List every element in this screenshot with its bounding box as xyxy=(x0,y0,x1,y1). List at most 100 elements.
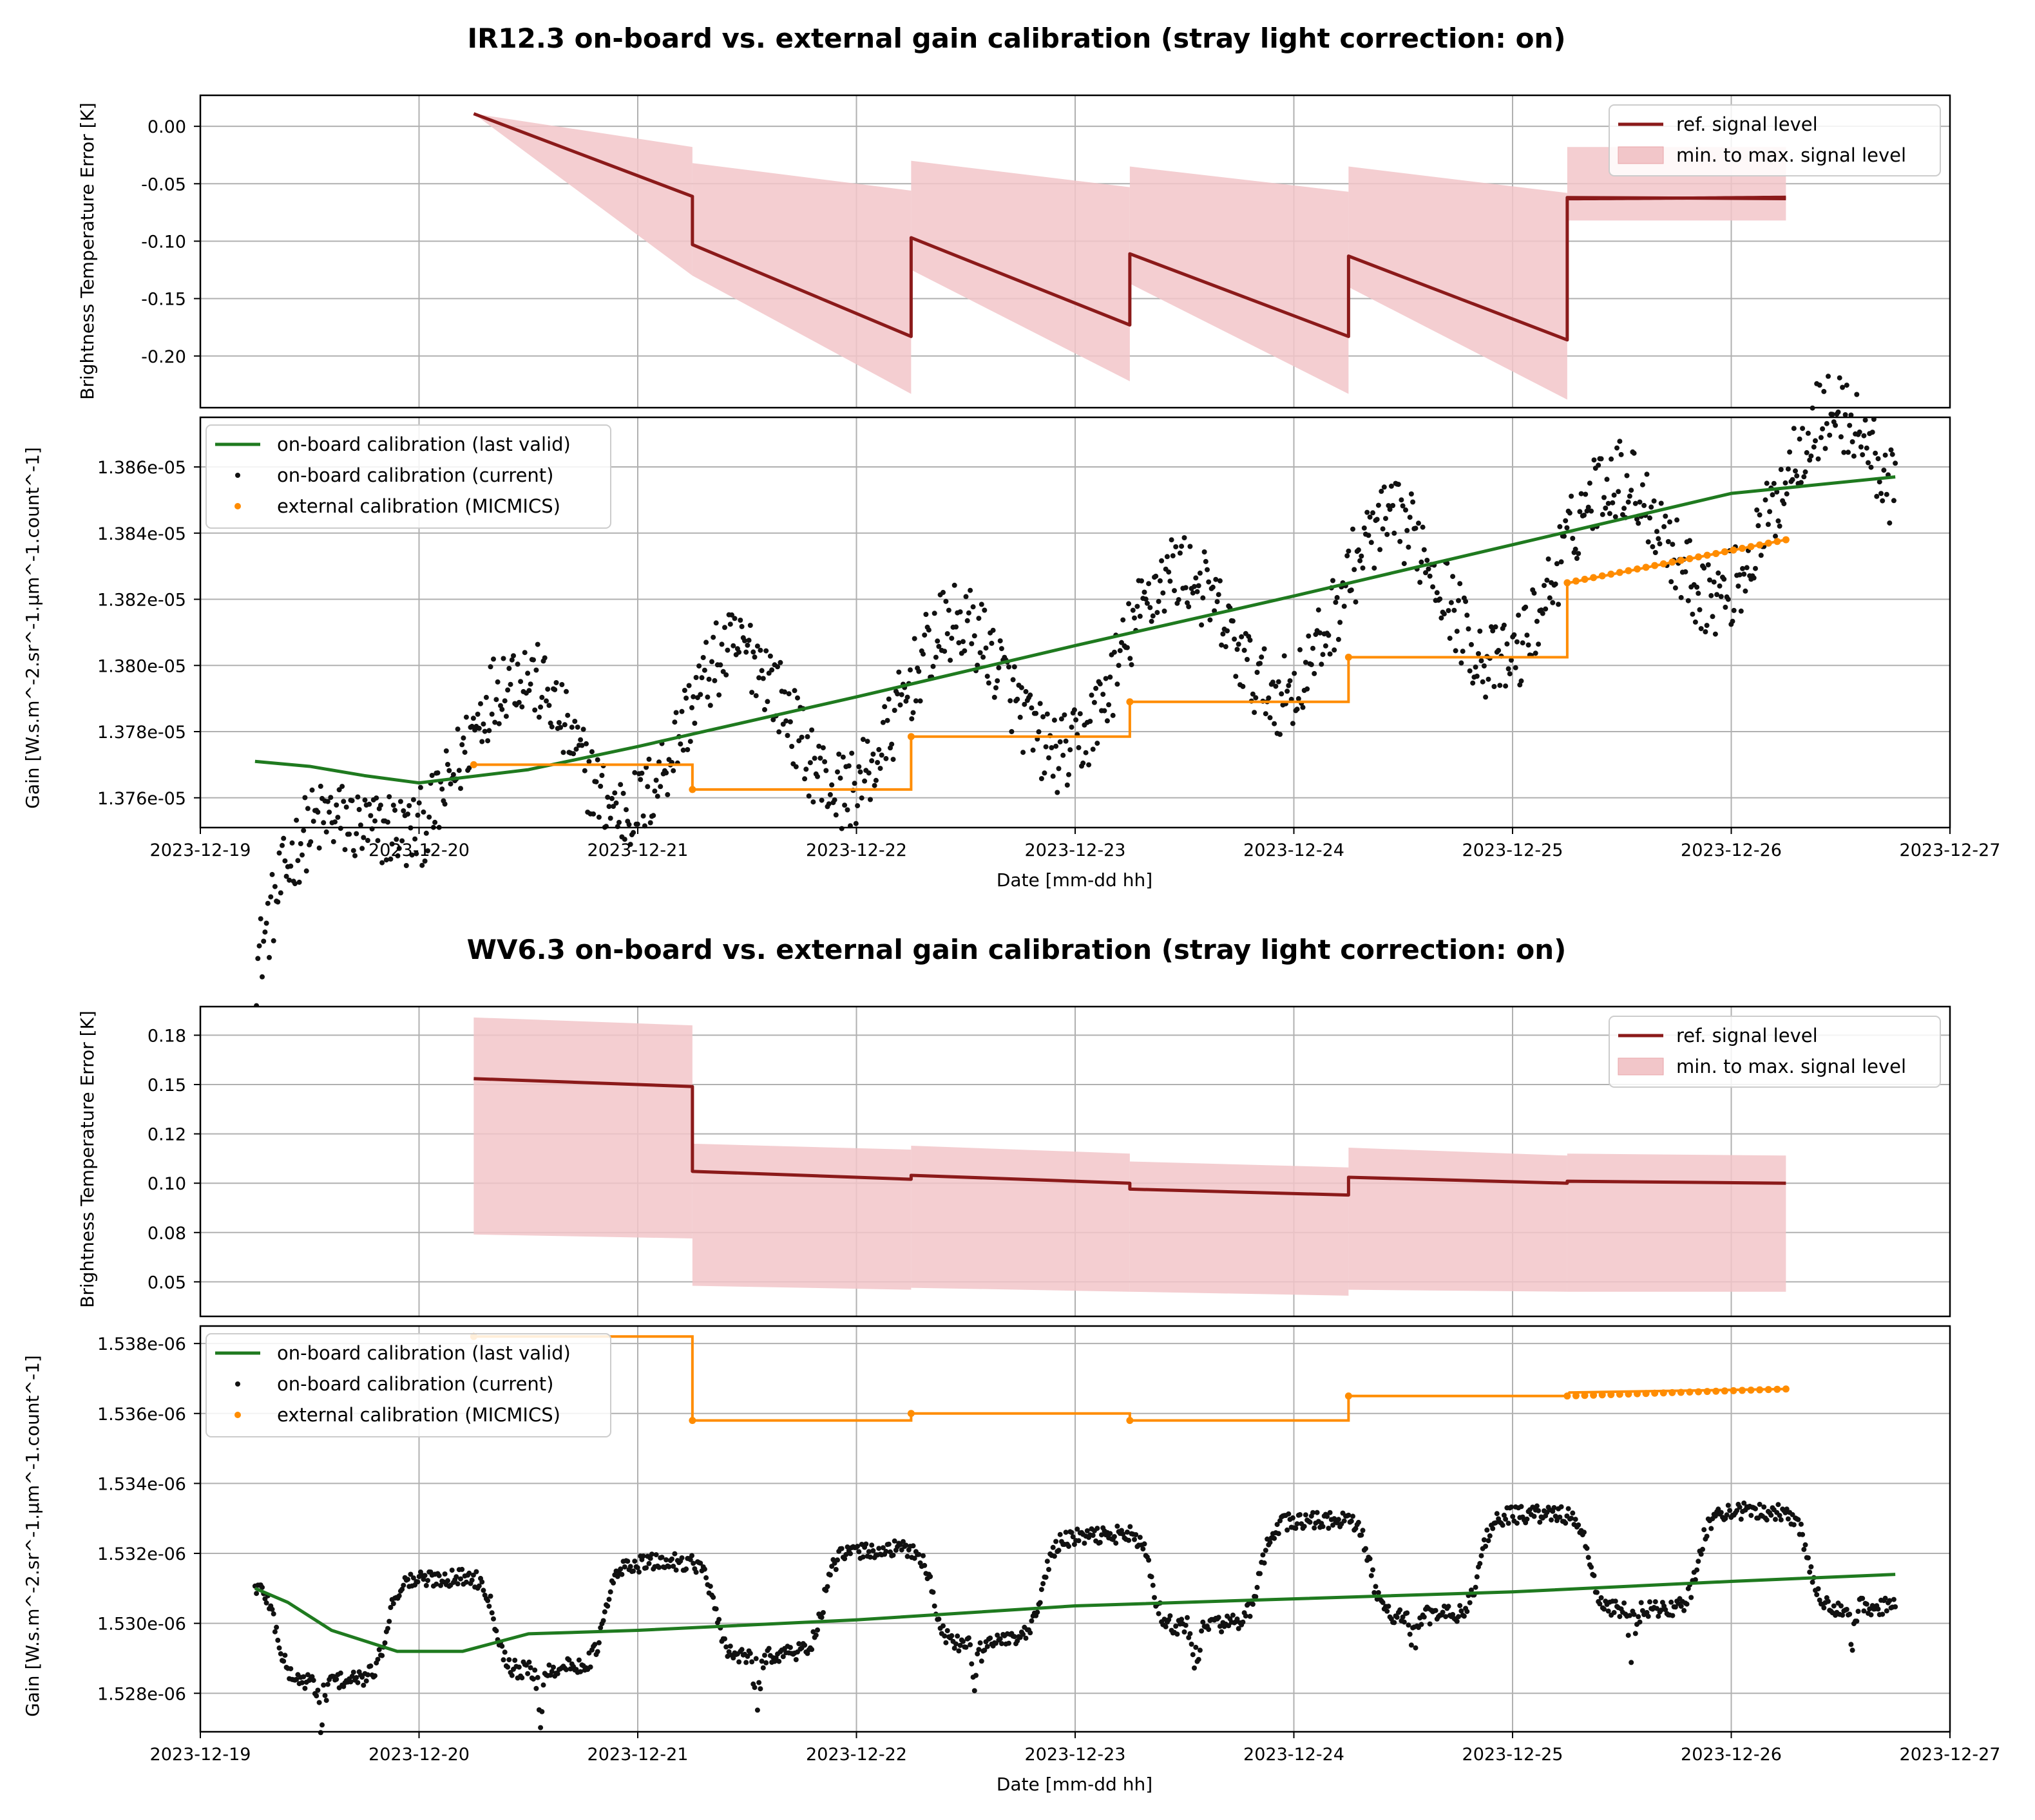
ir-top-ytick-label: 0.00 xyxy=(148,117,186,137)
ir-bottom-last-valid-line xyxy=(254,475,1896,785)
wv-current-point xyxy=(1570,1510,1576,1516)
ir-current-point xyxy=(866,770,872,776)
ir-current-point xyxy=(1540,611,1545,616)
wv-current-point xyxy=(1199,1628,1205,1634)
ir-current-point xyxy=(1797,436,1802,442)
ir-current-point xyxy=(769,667,775,673)
wv-current-point xyxy=(1481,1537,1487,1542)
ir-current-point xyxy=(1826,374,1831,379)
ir-current-point xyxy=(1491,684,1497,689)
ir-current-point xyxy=(476,725,482,731)
ir-current-point xyxy=(1846,450,1851,455)
wv-current-point xyxy=(1397,1607,1403,1613)
wv-external-point xyxy=(1764,1386,1772,1394)
ir-current-point xyxy=(1076,744,1082,750)
wv-current-point xyxy=(1310,1510,1315,1515)
wv-current-point xyxy=(1594,1589,1600,1595)
wv-current-point xyxy=(1887,1598,1893,1604)
ir-current-point xyxy=(1201,549,1207,555)
ir-current-point xyxy=(793,764,799,770)
wv-current-point xyxy=(880,1545,886,1551)
wv-current-point xyxy=(1303,1512,1308,1518)
ir-current-point xyxy=(1765,522,1771,527)
ir-current-point xyxy=(1631,450,1637,456)
ir-current-point xyxy=(756,675,762,681)
ir-bottom-ytick-label: 1.376e-05 xyxy=(97,789,186,809)
wv-current-point xyxy=(1849,1647,1855,1653)
ir-current-point xyxy=(723,672,729,678)
ir-current-point xyxy=(700,655,706,660)
wv-current-point xyxy=(656,1564,662,1570)
wv-current-point xyxy=(1658,1607,1664,1613)
ir-current-point xyxy=(1087,719,1093,724)
wv-current-point xyxy=(819,1615,825,1620)
ir-current-point xyxy=(1725,596,1731,602)
ir-current-point xyxy=(1815,456,1821,462)
wv-current-point xyxy=(445,1578,450,1584)
wv-current-point xyxy=(640,1553,646,1559)
ir-current-point xyxy=(1650,544,1656,549)
ir-current-point xyxy=(388,856,394,862)
ir-current-point xyxy=(1827,432,1833,438)
wv-current-point xyxy=(1027,1630,1033,1636)
wv-external-point xyxy=(1677,1389,1685,1396)
wv-current-point xyxy=(1056,1548,1062,1553)
ir-current-point xyxy=(1038,776,1044,781)
ir-current-point xyxy=(1564,525,1570,531)
ir-current-point xyxy=(1297,647,1303,652)
ir-current-point xyxy=(419,862,425,868)
ir-current-point xyxy=(347,831,352,837)
ir-current-point xyxy=(470,716,476,721)
ir-bottom-frame xyxy=(199,416,1951,829)
wv-current-point xyxy=(693,1569,699,1575)
ir-current-point xyxy=(580,726,586,732)
wv-current-point xyxy=(1413,1645,1419,1651)
ir-current-point xyxy=(976,616,982,621)
ir-current-point xyxy=(716,692,722,698)
ir-current-point xyxy=(461,735,466,741)
ir-current-point xyxy=(1355,547,1361,553)
ir-current-point xyxy=(544,698,549,704)
wv-current-point xyxy=(1261,1560,1267,1566)
wv-bottom-panel: 1.528e-061.530e-061.532e-061.534e-061.53… xyxy=(22,1325,2000,1795)
wv-current-point xyxy=(425,1578,430,1584)
ir-current-point xyxy=(1406,544,1411,550)
ir-current-point xyxy=(509,657,515,663)
wv-current-point xyxy=(631,1568,636,1574)
ir-current-point xyxy=(318,783,323,789)
ir-current-point xyxy=(1239,634,1245,640)
ir-current-point xyxy=(1273,683,1279,689)
wv-current-point xyxy=(1274,1522,1280,1528)
ir-current-point xyxy=(997,638,1003,644)
wv-current-point xyxy=(1185,1615,1190,1620)
wv-bottom-xtick-label: 2023-12-24 xyxy=(1243,1745,1344,1765)
ir-current-point xyxy=(1064,782,1070,788)
ir-current-point xyxy=(1794,473,1800,479)
wv-current-point xyxy=(845,1544,850,1550)
wv-current-point xyxy=(1500,1522,1505,1528)
wv-top-ytick-label: 0.10 xyxy=(148,1174,186,1194)
ir-current-point xyxy=(943,598,949,604)
wv-current-point xyxy=(1063,1530,1069,1535)
wv-current-point xyxy=(1324,1513,1330,1519)
wv-current-point xyxy=(1257,1571,1263,1577)
ir-current-point xyxy=(1330,578,1335,583)
ir-current-point xyxy=(1077,711,1083,717)
wv-top-ref-line xyxy=(473,1077,1786,1197)
ir-current-point xyxy=(1011,664,1017,670)
ir-current-point xyxy=(334,802,339,808)
ir-current-point xyxy=(1577,509,1583,515)
ir-current-point xyxy=(886,696,892,702)
ir-current-point xyxy=(406,803,412,808)
ir-current-point xyxy=(572,719,578,724)
ir-current-point xyxy=(944,631,950,636)
ir-current-point xyxy=(584,741,589,746)
ir-current-point xyxy=(1835,409,1841,415)
ir-current-point xyxy=(731,643,736,649)
wv-current-point xyxy=(1656,1613,1661,1619)
ir-current-point xyxy=(1572,546,1578,552)
wv-current-point xyxy=(1875,1606,1881,1612)
wv-current-point xyxy=(1401,1619,1407,1625)
wv-bottom-legend-external-label: external calibration (MICMICS) xyxy=(277,1404,560,1426)
wv-current-point xyxy=(1050,1544,1056,1550)
